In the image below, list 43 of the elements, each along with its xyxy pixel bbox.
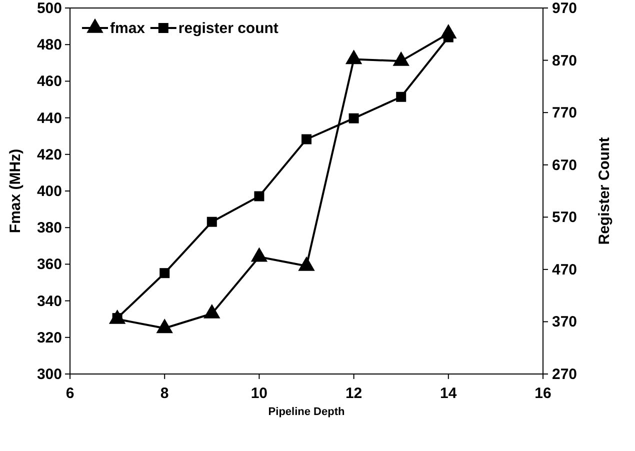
point — [345, 50, 362, 64]
point — [302, 134, 312, 144]
y-tick-label: 420 — [36, 146, 62, 164]
legend-label: fmax — [110, 20, 146, 37]
point — [156, 318, 173, 334]
point — [160, 268, 170, 278]
y2-tick-label: 470 — [552, 261, 578, 278]
y-tick-label: 380 — [36, 220, 62, 237]
point — [206, 216, 217, 227]
y2-tick-label: 570 — [552, 209, 578, 226]
x-tick-label: 10 — [250, 385, 268, 402]
point — [392, 51, 410, 66]
y2-axis-title: Register Count — [596, 137, 613, 245]
y-tick-label: 360 — [36, 256, 62, 274]
y2-tick-label: 670 — [552, 156, 578, 174]
x-tick-label: 6 — [66, 385, 74, 402]
y-axis-title: Fmax (MHz) — [7, 148, 24, 234]
x-tick-label: 16 — [534, 385, 552, 402]
x-tick-label: 14 — [440, 385, 458, 402]
x-tick-label: 12 — [345, 385, 362, 402]
x-tick-label: 8 — [160, 385, 169, 402]
y2-tick-label: 870 — [552, 52, 578, 70]
point — [204, 304, 220, 318]
legend-label: register count — [178, 20, 278, 37]
y-tick-label: 340 — [36, 292, 62, 310]
y-tick-label: 320 — [36, 329, 62, 346]
y2-tick-label: 270 — [552, 366, 578, 383]
point — [250, 247, 268, 262]
point — [348, 113, 359, 124]
point — [443, 32, 454, 42]
point — [298, 256, 315, 271]
y2-tick-label: 970 — [552, 0, 578, 17]
y-tick-label: 440 — [36, 110, 62, 127]
point — [254, 191, 264, 202]
y-tick-label: 460 — [36, 73, 62, 90]
x-axis-title: Pipeline Depth — [268, 406, 345, 418]
point — [396, 92, 406, 102]
y2-tick-label: 770 — [552, 104, 578, 122]
y-tick-label: 480 — [36, 36, 62, 54]
y-tick-label: 400 — [36, 183, 62, 200]
y2-tick-label: 370 — [552, 314, 578, 331]
y-tick-label: 300 — [36, 366, 62, 383]
y-tick-label: 500 — [36, 0, 62, 17]
